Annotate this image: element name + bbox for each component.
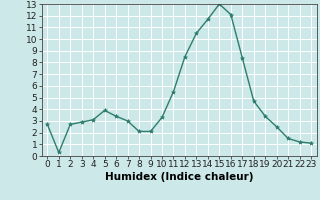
X-axis label: Humidex (Indice chaleur): Humidex (Indice chaleur) bbox=[105, 172, 253, 182]
